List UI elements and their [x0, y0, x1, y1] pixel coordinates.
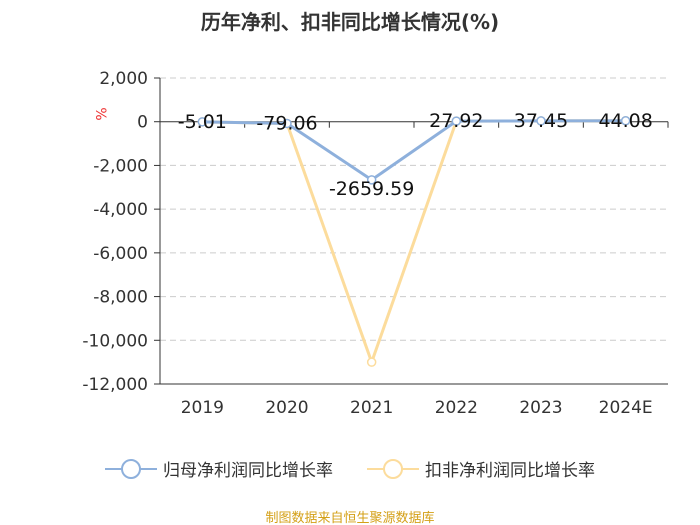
data-label: 44.08	[598, 110, 652, 132]
line-chart: 2,000 0 -2,000 -4,000 -6,000 -8,000 -10,000 -12…	[82, 69, 669, 418]
y-tick-label: -6,000	[93, 244, 148, 264]
x-tick-label: 2022	[435, 398, 478, 418]
legend-item-deducted-profit[interactable]: 扣非净利润同比增长率	[367, 456, 595, 481]
data-point	[536, 116, 546, 126]
data-label: 37.45	[514, 110, 568, 132]
data-point	[282, 118, 292, 129]
legend-label: 归母净利润同比增长率	[163, 461, 333, 481]
legend-marker-yellow-icon	[367, 458, 419, 479]
data-label: -79.06	[256, 112, 317, 134]
x-tick-label: 2024E	[599, 398, 653, 418]
legend-item-net-profit[interactable]: 归母净利润同比增长率	[105, 456, 333, 481]
legend: 归母净利润同比增长率 扣非净利润同比增长率	[0, 456, 700, 481]
data-point	[451, 116, 462, 126]
x-tick-label: 2020	[265, 398, 308, 418]
legend-marker-blue-icon	[105, 458, 157, 479]
legend-label: 扣非净利润同比增长率	[425, 461, 595, 481]
data-point	[366, 357, 377, 367]
data-point	[620, 116, 631, 126]
y-tick-label: -12,000	[82, 375, 148, 395]
x-tick-label: 2023	[519, 398, 562, 418]
data-label: 27.92	[429, 110, 483, 132]
x-tick-label: 2019	[181, 398, 224, 418]
series-line	[202, 119, 626, 182]
y-tick-label: -8,000	[93, 288, 148, 308]
data-point	[197, 117, 208, 127]
data-label: -5.01	[178, 111, 227, 133]
y-tick-label: -2,000	[93, 156, 148, 176]
data-point	[366, 175, 377, 185]
chart-title: 历年净利、扣非同比增长情况(%)	[200, 10, 500, 34]
y-tick-label: 0	[137, 113, 148, 133]
data-label: -2659.59	[329, 178, 414, 200]
series-line	[202, 119, 626, 367]
source-note: 制图数据来自恒生聚源数据库	[265, 511, 435, 525]
x-tick-label: 2021	[350, 398, 393, 418]
y-tick-label: -4,000	[93, 200, 148, 220]
y-tick-label: 2,000	[99, 69, 148, 89]
y-tick-label: -10,000	[82, 331, 148, 351]
